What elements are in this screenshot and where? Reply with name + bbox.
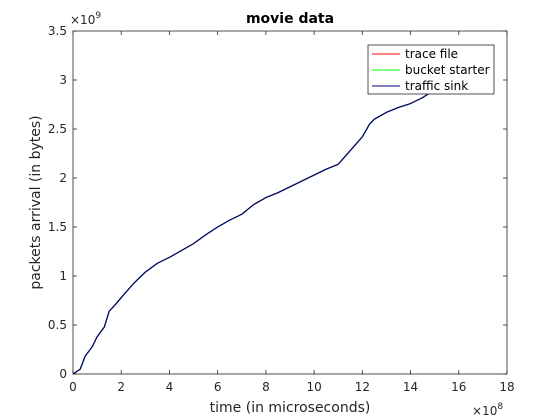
y-axis-multiplier-exponent: 9 bbox=[95, 11, 101, 21]
x-tick-label: 18 bbox=[499, 380, 514, 394]
y-tick-label: 2.5 bbox=[48, 122, 67, 136]
x-tick-label: 14 bbox=[403, 380, 418, 394]
x-tick-label: 10 bbox=[306, 380, 321, 394]
x-tick-label: 0 bbox=[69, 380, 77, 394]
x-tick-label: 2 bbox=[117, 380, 125, 394]
x-axis-multiplier-base: ×10 bbox=[472, 404, 497, 418]
legend: trace file bucket starter traffic sink bbox=[367, 44, 495, 95]
y-tick-label: 3 bbox=[59, 73, 67, 87]
x-tick-label: 8 bbox=[262, 380, 270, 394]
x-tick-label: 12 bbox=[355, 380, 370, 394]
y-tick-label: 1 bbox=[59, 269, 67, 283]
legend-entry-trace-file: trace file bbox=[405, 47, 458, 61]
y-tick-label: 0.5 bbox=[48, 318, 67, 332]
y-tick-label: 0 bbox=[59, 367, 67, 381]
y-axis-multiplier: ×109 bbox=[70, 11, 101, 27]
y-axis-multiplier-base: ×10 bbox=[70, 13, 95, 27]
x-tick-label: 16 bbox=[451, 380, 466, 394]
x-axis-multiplier-exponent: 8 bbox=[497, 402, 503, 412]
x-tick-label: 6 bbox=[214, 380, 222, 394]
ticks-layer: 0 2 4 6 8 10 12 14 16 18 0 0.5 1 1.5 2 2.5 3 3.5 bbox=[48, 24, 515, 394]
y-tick-label: 3.5 bbox=[48, 24, 67, 38]
series-layer bbox=[72, 89, 435, 375]
x-axis-label: time (in microseconds) bbox=[210, 400, 371, 416]
y-tick-label: 2 bbox=[59, 171, 67, 185]
series-line-traffic-sink bbox=[72, 89, 435, 375]
legend-entry-bucket-starter: bucket starter bbox=[405, 63, 490, 77]
y-axis-label: packets arrival (in bytes) bbox=[28, 115, 44, 289]
y-tick-label: 1.5 bbox=[48, 220, 67, 234]
x-tick-label: 4 bbox=[166, 380, 174, 394]
x-axis-multiplier: ×108 bbox=[472, 402, 503, 418]
chart-title: movie data bbox=[246, 11, 334, 27]
legend-entry-traffic-sink: traffic sink bbox=[405, 79, 468, 93]
